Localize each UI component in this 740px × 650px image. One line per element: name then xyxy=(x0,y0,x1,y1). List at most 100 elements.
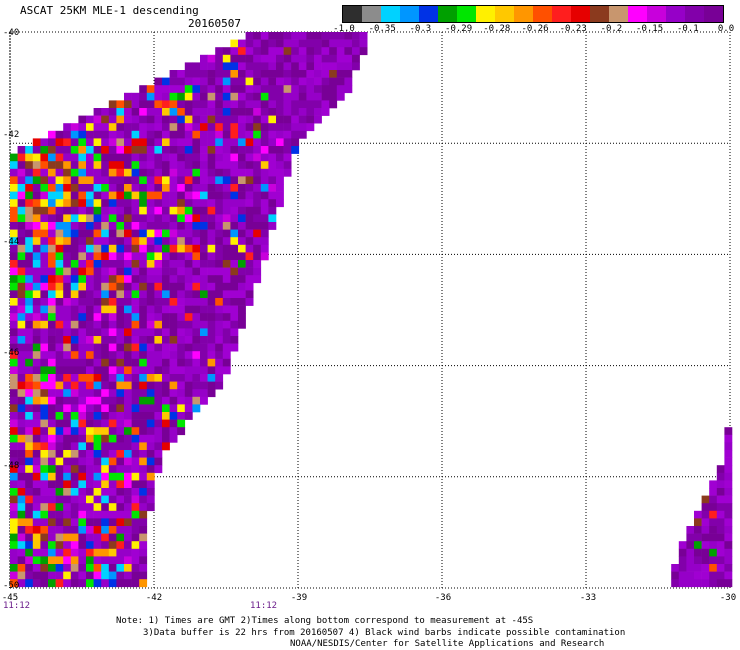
data-cell xyxy=(169,244,178,253)
data-cell xyxy=(70,434,79,443)
data-cell xyxy=(86,115,94,124)
data-cell xyxy=(131,374,140,382)
data-cell xyxy=(101,130,110,139)
data-cell xyxy=(116,564,125,572)
data-cell xyxy=(48,184,56,192)
data-cell xyxy=(245,138,254,147)
data-cell xyxy=(268,222,277,230)
data-cell xyxy=(169,161,178,170)
data-cell xyxy=(146,480,155,489)
data-cell xyxy=(291,146,300,154)
data-cell xyxy=(48,343,56,352)
data-cell xyxy=(162,77,170,86)
data-cell xyxy=(10,518,18,527)
data-cell xyxy=(78,427,87,436)
data-cell xyxy=(215,298,224,306)
data-cell xyxy=(40,237,49,246)
data-cell xyxy=(200,115,208,124)
data-cell xyxy=(177,92,186,101)
data-cell xyxy=(78,184,87,192)
data-cell xyxy=(25,237,34,246)
data-cell xyxy=(32,526,41,534)
data-cell xyxy=(108,229,117,238)
data-cell xyxy=(25,298,34,306)
data-cell xyxy=(200,252,208,261)
x-tick-label: -39 xyxy=(290,593,308,603)
data-cell xyxy=(716,541,725,550)
data-cell xyxy=(253,199,262,208)
data-cell xyxy=(10,434,18,443)
data-cell xyxy=(253,214,262,223)
data-cell xyxy=(215,168,224,177)
data-cell xyxy=(162,222,170,230)
data-cell xyxy=(17,374,26,382)
data-cell xyxy=(17,282,26,291)
data-cell xyxy=(724,434,733,443)
data-cell xyxy=(101,480,110,489)
data-cell xyxy=(230,47,239,56)
data-cell xyxy=(268,85,277,94)
data-cell xyxy=(314,100,322,109)
data-cell xyxy=(694,571,702,580)
data-cell xyxy=(48,564,56,572)
data-cell xyxy=(55,275,64,284)
data-cell xyxy=(200,389,208,398)
data-cell xyxy=(101,564,110,572)
data-cell xyxy=(101,260,110,268)
data-cell xyxy=(177,290,186,299)
data-cell xyxy=(70,396,79,405)
data-cell xyxy=(86,510,94,519)
data-cell xyxy=(32,313,41,322)
data-cell xyxy=(63,138,72,147)
data-cell xyxy=(55,260,64,268)
data-cell xyxy=(78,389,87,398)
data-cell xyxy=(48,298,56,306)
data-cell xyxy=(245,184,254,192)
data-cell xyxy=(222,237,231,246)
data-cell xyxy=(260,39,269,48)
data-cell xyxy=(260,32,269,40)
data-cell xyxy=(276,39,284,48)
data-cell xyxy=(162,214,170,223)
data-cell xyxy=(306,108,315,116)
data-cell xyxy=(268,153,277,162)
data-cell xyxy=(716,488,725,496)
data-cell xyxy=(169,168,178,177)
data-cell xyxy=(192,336,201,344)
data-cell xyxy=(116,336,125,344)
data-cell xyxy=(162,412,170,420)
data-cell xyxy=(93,465,102,474)
data-cell xyxy=(238,222,246,230)
data-cell xyxy=(154,313,163,322)
data-cell xyxy=(169,100,178,109)
data-cell xyxy=(40,412,49,420)
data-cell xyxy=(101,229,110,238)
data-cell xyxy=(131,564,140,572)
data-cell xyxy=(162,374,170,382)
data-cell xyxy=(55,237,64,246)
data-cell xyxy=(146,214,155,223)
data-cell xyxy=(162,366,170,375)
data-cell xyxy=(124,465,132,474)
data-cell xyxy=(162,153,170,162)
data-cell xyxy=(70,571,79,580)
data-cell xyxy=(253,252,262,261)
data-cell xyxy=(124,92,132,101)
color-scale-label: -0.26 xyxy=(521,24,549,34)
data-cell xyxy=(124,130,132,139)
data-cell xyxy=(694,518,702,527)
data-cell xyxy=(162,161,170,170)
data-cell xyxy=(40,146,49,154)
data-cell xyxy=(78,442,87,451)
data-cell xyxy=(154,381,163,390)
data-cell xyxy=(101,518,110,527)
data-cell xyxy=(139,510,148,519)
data-cell xyxy=(245,92,254,101)
data-cell xyxy=(101,305,110,314)
data-cell xyxy=(207,260,216,268)
data-cell xyxy=(86,412,94,420)
data-cell xyxy=(101,138,110,147)
data-cell xyxy=(222,153,231,162)
x-tick-label: -45 xyxy=(1,593,19,603)
data-cell xyxy=(32,214,41,223)
